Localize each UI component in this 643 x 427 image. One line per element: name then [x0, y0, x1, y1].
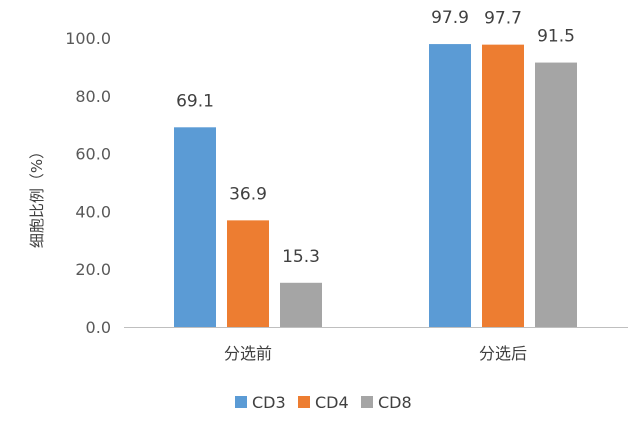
category-labels: 分选前 分选后 — [224, 344, 527, 363]
bar-cd3-0 — [174, 127, 216, 328]
y-tick-label: 20.0 — [75, 260, 111, 279]
y-tick-label: 80.0 — [75, 87, 111, 106]
y-axis-title: 细胞比例（%） — [28, 144, 46, 248]
y-axis-title-group: 细胞比例（%） — [28, 144, 46, 248]
y-tick-label: 40.0 — [75, 202, 111, 221]
category-label: 分选前 — [224, 344, 272, 363]
legend-label-cd8: CD8 — [378, 393, 412, 412]
y-tick-label: 100.0 — [65, 29, 111, 48]
legend-swatch-cd4 — [298, 396, 310, 408]
legend-swatch-cd3 — [235, 396, 247, 408]
y-axis-ticks: 0.0 20.0 40.0 60.0 80.0 100.0 — [65, 29, 111, 337]
legend-swatch-cd8 — [361, 396, 373, 408]
data-label-cd3-0: 69.1 — [176, 91, 214, 111]
bars — [174, 44, 577, 328]
data-label-cd4-0: 36.9 — [229, 184, 267, 204]
bar-cd8-1 — [535, 62, 577, 327]
bar-cd4-0 — [227, 220, 269, 327]
legend-label-cd3: CD3 — [252, 393, 286, 412]
data-labels: 69.1 36.9 15.3 97.9 97.7 91.5 — [176, 8, 575, 267]
y-tick-label: 60.0 — [75, 145, 111, 164]
data-label-cd8-0: 15.3 — [282, 247, 320, 267]
data-label-cd8-1: 91.5 — [537, 27, 575, 47]
bar-cd3-1 — [429, 44, 471, 327]
bar-cd4-1 — [482, 44, 524, 327]
data-label-cd3-1: 97.9 — [431, 8, 469, 28]
y-tick-label: 0.0 — [86, 318, 111, 337]
legend-label-cd4: CD4 — [315, 393, 349, 412]
bar-cd8-0 — [280, 282, 322, 327]
category-label: 分选后 — [479, 344, 527, 363]
data-label-cd4-1: 97.7 — [484, 9, 522, 29]
legend: CD3 CD4 CD8 — [235, 393, 412, 412]
